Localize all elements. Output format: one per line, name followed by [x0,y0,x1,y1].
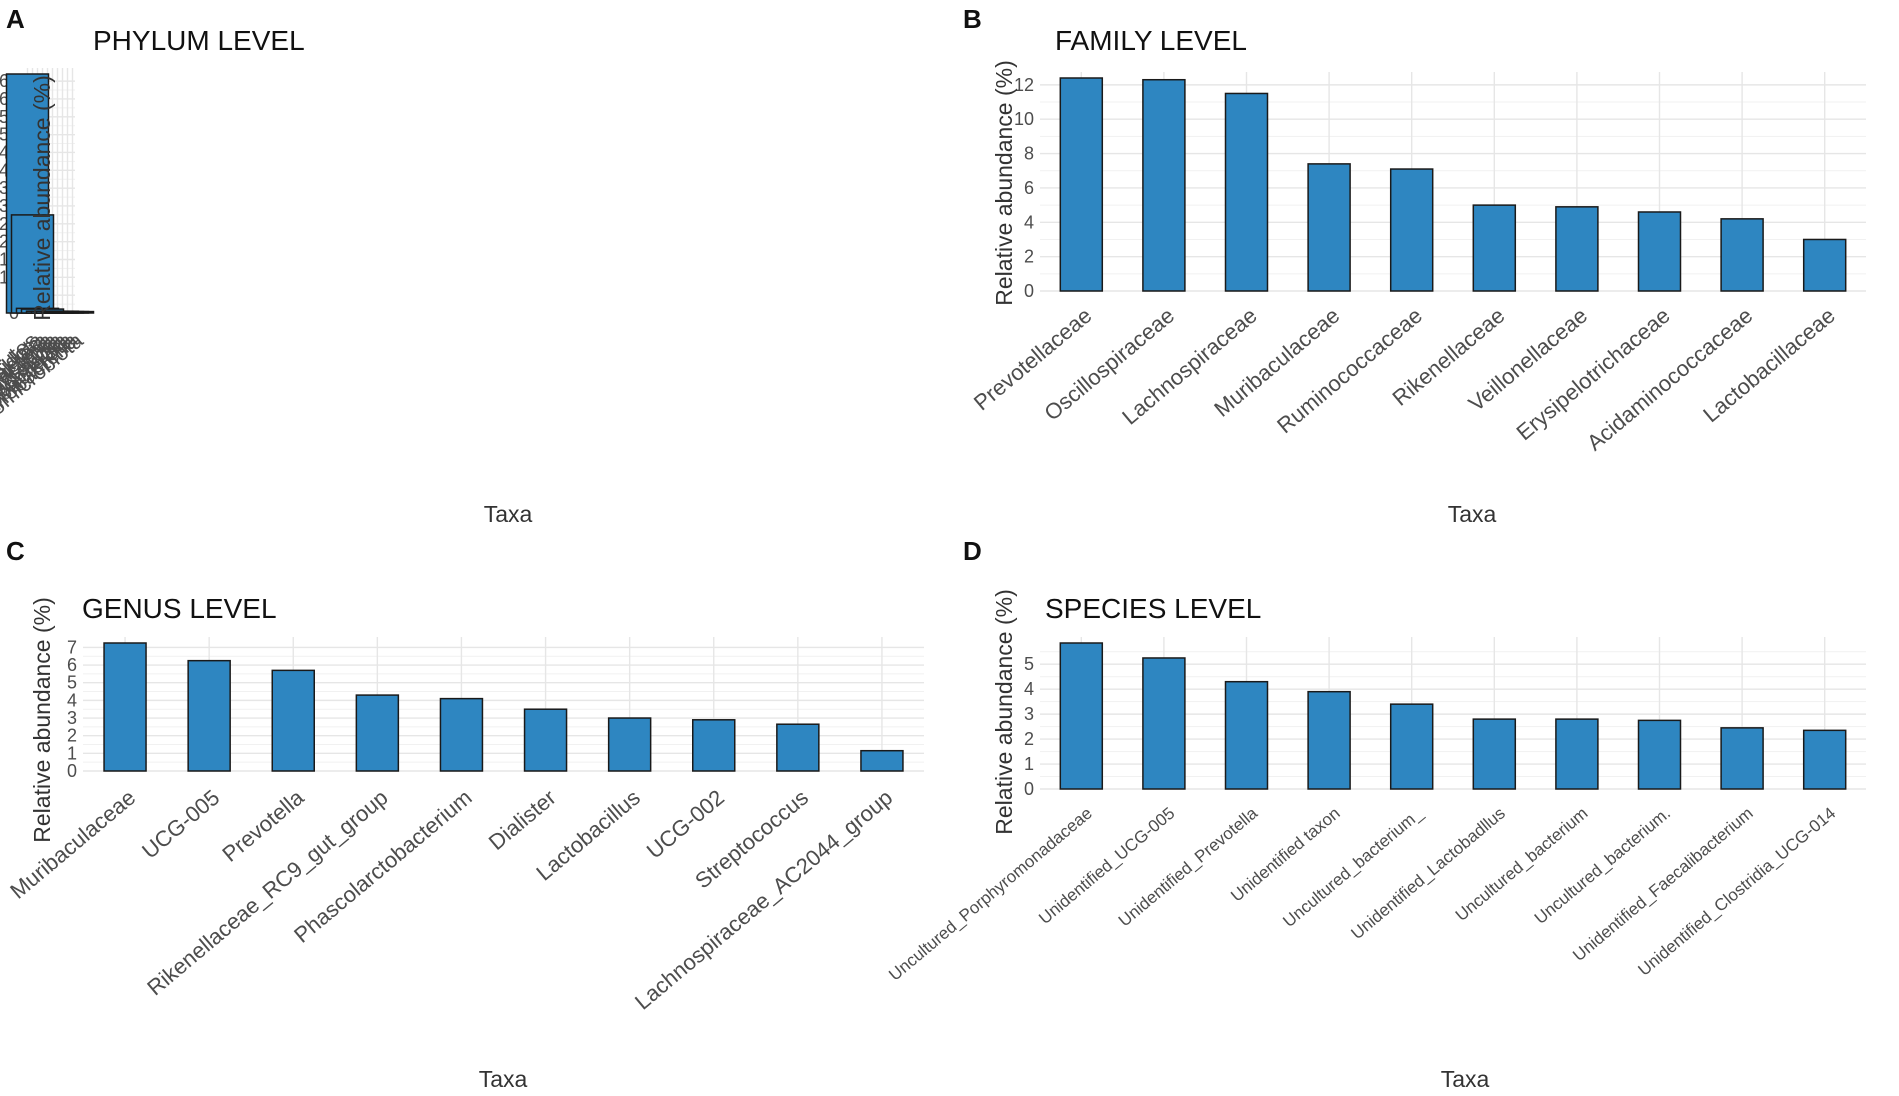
panel-letter-d: D [963,536,982,566]
bar [1059,642,1104,790]
panel-b-family: B FAMILY LEVEL 0 2 4 6 8 10 12 PrevotellaceaeO… [963,4,1866,527]
y-tick-label: 2 [67,726,77,746]
bar [1637,719,1682,790]
bar [1059,77,1104,292]
bar [103,642,147,772]
bar [187,659,231,772]
bars [1059,77,1847,292]
y-tick-label: 4 [1024,679,1034,699]
y-tick-label: 3 [1024,704,1034,724]
x-tick-labels: MuribaculaceaeUCG-005PrevotellaRikenella… [5,784,897,1014]
bar [1142,657,1186,790]
bar [355,694,400,772]
chart-title: GENUS LEVEL [82,593,277,624]
y-axis-title: Relative abundance (%) [29,597,55,842]
x-tick-label: Unidentified_UCG-005 [1035,804,1178,929]
panel-letter-b: B [963,4,982,34]
bar [692,719,736,772]
bar [1472,718,1517,790]
y-axis-title: Relative abundance (%) [29,75,55,320]
panel-d-species: D SPECIES LEVEL 0 1 2 3 4 5 Uncultured_Porphy… [885,536,1866,1092]
y-tick-label: 0 [1024,281,1034,301]
bar [607,717,652,772]
chart-title: SPECIES LEVEL [1045,593,1261,624]
panel-a-phylum: A PHYLUM LEVEL 0510152025303540455055606… [0,4,532,527]
bar [1389,703,1434,790]
y-tick-label: 0 [67,761,77,781]
bars [103,642,904,772]
x-tick-labels: FirmicutesBacteroidotaSpirochaetotaProte… [0,327,88,461]
bar [1307,690,1351,790]
bar [1307,163,1351,292]
y-axis-title: Relative abundance (%) [991,60,1017,305]
bar [1637,211,1682,292]
bar [1224,92,1269,292]
y-tick-label: 1 [1024,754,1034,774]
y-tick-label: 1 [67,743,77,763]
x-tick-labels: Uncultured_PorphyromonadaceaeUnidentifie… [885,803,1839,984]
bars [5,73,95,314]
y-tick-label: 6 [67,655,77,675]
y-tick-label: 0 [1024,779,1034,799]
y-tick-label: 4 [1024,212,1034,232]
x-tick-label: UCG-005 [137,785,224,864]
x-tick-label: Dialister [484,785,561,855]
chart-title: PHYLUM LEVEL [93,25,305,56]
y-tick-labels: 0 2 4 6 8 10 12 [1014,75,1034,301]
bar [1802,238,1847,292]
y-tick-label: 2 [1024,247,1034,267]
x-tick-label: Ruminococcaceae [1272,303,1427,438]
x-axis-title: Taxa [1448,501,1497,527]
bar [1142,78,1186,292]
bar [1802,729,1847,790]
bar [1555,206,1599,292]
bar [1472,204,1517,292]
x-tick-labels: PrevotellaceaeOscillospiraceaeLachnospir… [969,303,1840,456]
bar [1720,218,1764,292]
x-tick-label: Uncultured_bacterium. [1531,804,1674,928]
panel-letter-c: C [6,536,25,566]
x-tick-label: Unidentified_Prevotella [1115,803,1262,930]
x-tick-label: Muribaculaceae [5,785,140,904]
chart-title: FAMILY LEVEL [1055,25,1247,56]
y-tick-label: 2 [1024,729,1034,749]
y-tick-label: 10 [1014,109,1034,129]
bar [439,697,484,772]
y-tick-labels: 0 1 2 3 4 5 [1024,654,1034,799]
y-tick-label: 5 [1024,654,1034,674]
bar [860,749,904,772]
bar [776,723,820,772]
bar [1224,680,1269,790]
x-axis-title: Taxa [1441,1066,1490,1092]
x-tick-label: Unidentified_Lactobadllus [1348,804,1509,944]
bar [523,708,568,772]
bars [1059,642,1847,790]
y-tick-label: 5 [67,673,77,693]
bar [1555,718,1599,790]
x-tick-label: Uncultured_bacterium [1452,804,1592,925]
x-axis-title: Taxa [484,501,533,527]
bar [271,669,315,772]
y-tick-label: 7 [67,637,77,657]
bar [1389,168,1434,292]
panel-letter-a: A [6,4,25,34]
y-tick-label: 6 [1024,178,1034,198]
x-tick-label: Erysipelotrichaceae [1512,303,1675,446]
x-axis-title: Taxa [479,1066,528,1092]
x-tick-label: Uncultured_bacterium_ [1279,803,1426,931]
y-tick-label: 12 [1014,75,1034,95]
y-tick-label: 3 [67,708,77,728]
y-axis-title: Relative abundance (%) [991,589,1017,834]
bar [50,310,95,314]
bar [10,214,55,314]
y-tick-label: 4 [67,690,77,710]
bar [1720,727,1764,790]
y-tick-label: 8 [1024,144,1034,164]
